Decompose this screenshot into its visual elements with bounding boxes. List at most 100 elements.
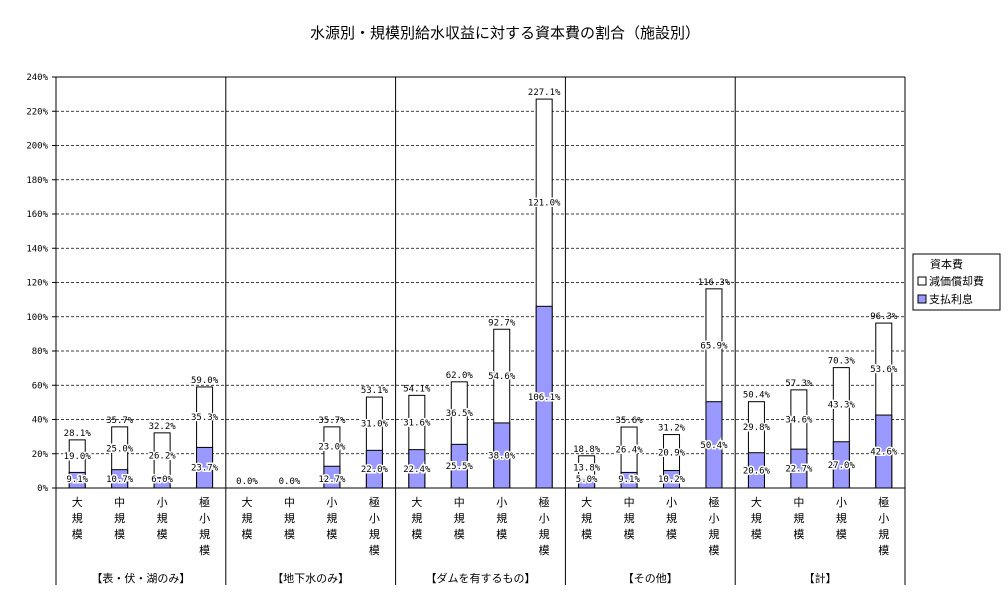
data-label-depreciation: 19.0%	[64, 452, 92, 462]
category-label-char: 模	[326, 528, 337, 541]
data-label-interest: 27.0%	[828, 461, 856, 471]
group-label: 【計】	[804, 571, 837, 585]
data-label-total: 54.1%	[403, 384, 431, 394]
legend-label-interest: 支払利息	[929, 292, 973, 306]
data-label-depreciation: 25.0%	[106, 444, 134, 454]
category-label-char: 規	[454, 511, 465, 525]
category-label-char: 規	[836, 511, 847, 525]
data-label-total: 0.0%	[236, 477, 258, 487]
category-label-char: 規	[411, 511, 422, 525]
data-label-depreciation: 26.2%	[149, 451, 177, 461]
category-label-char: 小	[326, 496, 337, 509]
group-label: 【ダムを有するもの】	[426, 571, 536, 585]
y-tick-label: 220%	[26, 107, 48, 117]
y-tick-label: 160%	[26, 210, 48, 220]
bar-interest	[68, 471, 86, 489]
legend-label-depreciation: 減価償却費	[929, 274, 984, 288]
data-label-interest: 22.7%	[785, 465, 813, 475]
chart-title: 水源別・規模別給水収益に対する資本費の割合（施設別）	[310, 24, 700, 42]
data-label-interest: 10.7%	[106, 475, 134, 485]
category-label-char: 中	[624, 496, 635, 509]
category-label-char: 極	[199, 495, 210, 509]
data-label-total: 116.3%	[698, 278, 731, 288]
category-label-char: 模	[199, 544, 210, 557]
data-label-interest: 12.7%	[318, 475, 346, 485]
data-label-depreciation: 54.6%	[488, 372, 516, 382]
data-label-interest: 25.5%	[446, 462, 474, 472]
data-label-interest: 22.4%	[403, 465, 431, 475]
bar-interest	[663, 470, 681, 489]
category-label-char: 小	[157, 496, 168, 509]
category-label-char: 模	[793, 528, 804, 541]
data-label-depreciation: 121.0%	[528, 199, 561, 209]
data-label-depreciation: 36.5%	[446, 409, 474, 419]
category-label-char: 模	[114, 528, 125, 541]
y-tick-label: 140%	[26, 244, 48, 254]
category-label-char: 小	[836, 496, 847, 509]
bar-interest	[365, 449, 383, 489]
data-label-depreciation: 65.9%	[700, 341, 728, 351]
data-label-depreciation: 53.6%	[870, 365, 898, 375]
data-label-depreciation: 13.8%	[573, 464, 601, 474]
category-label-char: 規	[242, 511, 253, 525]
data-label-total: 35.7%	[318, 416, 346, 426]
category-label-char: 小	[369, 512, 380, 525]
category-label-char: 模	[751, 528, 762, 541]
category-label-char: 小	[199, 512, 210, 525]
bar-interest	[493, 422, 511, 489]
y-tick-label: 180%	[26, 176, 48, 186]
bar-interest	[111, 469, 129, 489]
data-label-interest: 106.1%	[528, 393, 561, 403]
category-label-char: 模	[539, 544, 550, 557]
data-label-interest: 9.1%	[618, 475, 640, 485]
bar-interest	[747, 452, 765, 489]
y-tick-label: 120%	[26, 279, 48, 289]
category-label-char: 規	[666, 511, 677, 525]
data-label-total: 31.2%	[658, 424, 686, 434]
y-tick-label: 0%	[37, 484, 48, 494]
data-label-total: 62.0%	[446, 371, 474, 381]
category-label-char: 模	[284, 528, 295, 541]
category-label-char: 大	[751, 495, 762, 509]
category-label-char: 模	[836, 528, 847, 541]
data-label-total: 32.2%	[149, 422, 177, 432]
legend-swatch-interest	[917, 294, 927, 304]
category-label-char: 模	[454, 528, 465, 541]
bar-interest	[450, 443, 468, 489]
category-label-char: 模	[666, 528, 677, 541]
category-label-char: 極	[369, 495, 380, 509]
y-tick-label: 100%	[26, 313, 48, 323]
data-label-depreciation: 23.0%	[318, 443, 346, 453]
y-tick-label: 240%	[26, 73, 48, 83]
data-label-total: 35.7%	[106, 416, 134, 426]
y-tick-label: 80%	[32, 347, 49, 357]
category-label-char: 中	[284, 496, 295, 509]
legend: 資本費 減価償却費 支払利息	[912, 253, 1001, 311]
category-label-char: 小	[666, 496, 677, 509]
data-label-depreciation: 20.9%	[658, 449, 686, 459]
data-label-total: 92.7%	[488, 318, 516, 328]
data-label-depreciation: 43.3%	[828, 401, 856, 411]
category-label-char: 規	[793, 511, 804, 525]
data-label-interest: 23.7%	[191, 464, 219, 474]
category-label-char: 小	[878, 512, 889, 525]
category-label-char: 模	[411, 528, 422, 541]
group-label: 【地下水のみ】	[272, 572, 349, 585]
legend-swatch-depreciation	[917, 276, 927, 286]
data-label-total: 0.0%	[279, 477, 301, 487]
category-label-char: 規	[751, 511, 762, 525]
y-tick-label: 60%	[32, 381, 49, 391]
category-label-char: 極	[708, 495, 719, 509]
data-label-total: 96.3%	[870, 312, 898, 322]
category-label-char: 大	[581, 495, 592, 509]
category-label-char: 大	[411, 495, 422, 509]
legend-box	[912, 253, 1001, 311]
data-label-interest: 20.6%	[743, 466, 771, 476]
data-label-depreciation: 34.6%	[785, 416, 813, 426]
data-label-total: 18.8%	[573, 445, 601, 455]
category-label-char: 小	[708, 512, 719, 525]
data-label-depreciation: 31.6%	[403, 418, 431, 428]
category-label-char: 規	[157, 511, 168, 525]
data-label-interest: 10.2%	[658, 475, 686, 485]
category-label-char: 規	[199, 527, 210, 541]
